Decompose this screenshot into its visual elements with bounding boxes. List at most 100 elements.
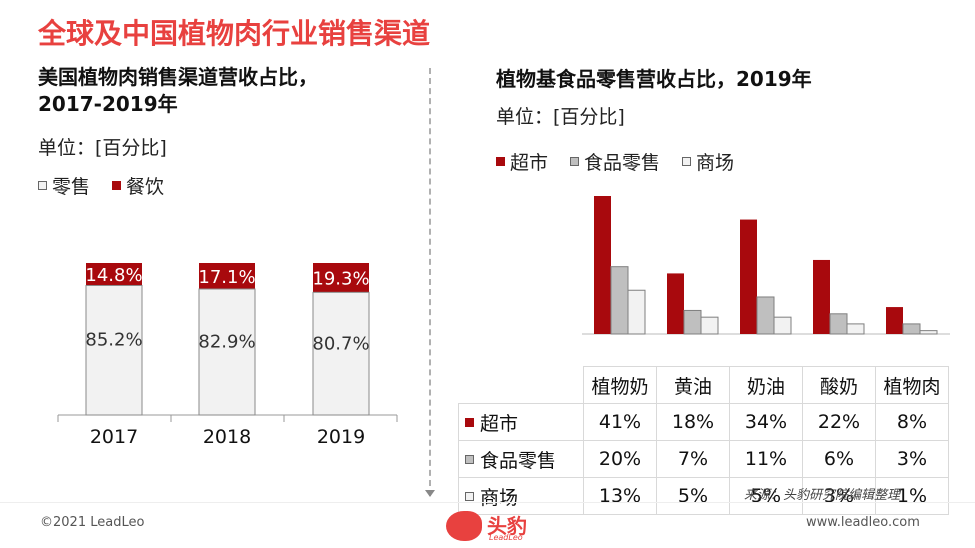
right-data-table: 植物奶 黄油 奶油 酸奶 植物肉 超市 41% 18% 34% 22% 8% 食…: [458, 366, 949, 515]
bar-supermarket: [594, 196, 611, 334]
table-cell: 22%: [802, 403, 876, 441]
data-label-retail: 85.2%: [85, 330, 142, 351]
bar-grocery: [683, 309, 702, 335]
table-header-cell: 酸奶: [802, 366, 876, 404]
row-swatch-supermarket: [465, 417, 474, 427]
left-chart-title-line1: 美国植物肉销售渠道营收占比，: [38, 65, 318, 89]
legend-label-food-service: 餐饮: [126, 176, 165, 198]
bar-retail: [312, 291, 370, 416]
copyright: ©2021 LeadLeo: [40, 515, 145, 530]
table-cell: 5%: [656, 477, 730, 515]
bar-food-service: [313, 263, 369, 293]
bar-mall: [846, 323, 865, 335]
bar-grocery: [829, 313, 848, 335]
data-label-food-service: 17.1%: [198, 267, 255, 288]
data-label-retail: 80.7%: [312, 334, 369, 355]
table-row: 商场 13% 5% 5% 3% 1%: [458, 477, 949, 515]
x-tick-label: 2017: [90, 426, 138, 448]
row-swatch-mall: [465, 491, 474, 501]
table-row: 食品零售 20% 7% 11% 6% 3%: [458, 440, 949, 478]
bar-food-service: [199, 263, 255, 289]
right-unit: 单位：[百分比]: [496, 106, 625, 128]
logo-subtext: LeadLeo: [489, 533, 523, 542]
legend-item-grocery: 食品零售: [570, 148, 660, 175]
legend-item-supermarket: 超市: [496, 148, 548, 175]
legend-label-grocery: 食品零售: [584, 152, 661, 174]
table-cell: 3%: [802, 477, 876, 515]
right-legend: 超市 食品零售 商场: [496, 148, 756, 175]
bar-grocery: [902, 323, 921, 335]
legend-label-mall: 商场: [696, 152, 735, 174]
right-grouped-bar-chart: [582, 196, 950, 335]
table-header-cell: 植物肉: [875, 366, 949, 404]
footer-divider: [0, 502, 975, 503]
table-header-cell: 植物奶: [583, 366, 657, 404]
bar-supermarket: [886, 307, 903, 334]
legend-label-supermarket: 超市: [510, 152, 549, 174]
row-label-supermarket: 超市: [480, 412, 519, 435]
bar-mall: [700, 316, 719, 335]
table-row-label: 商场: [458, 477, 584, 515]
table-cell: 5%: [729, 477, 803, 515]
legend-label-retail: 零售: [52, 176, 91, 198]
table-cell: 7%: [656, 440, 730, 478]
bar-mall: [627, 289, 646, 335]
table-cell: 6%: [802, 440, 876, 478]
left-stacked-bar-chart: 14.8% 85.2% 2017 17.1% 82.9% 2018 19.3% 80.7% 20…: [57, 263, 398, 448]
table-header-cell: 奶油: [729, 366, 803, 404]
legend-item-food-service: 餐饮: [112, 172, 164, 199]
bar-supermarket: [740, 219, 757, 334]
logo-text: 头豹: [487, 514, 527, 538]
bar-supermarket: [667, 273, 684, 334]
table-header-cell: 黄油: [656, 366, 730, 404]
website-link[interactable]: www.leadleo.com: [806, 515, 920, 530]
bar-retail: [198, 288, 256, 416]
table-cell: 41%: [583, 403, 657, 441]
row-swatch-grocery: [465, 454, 474, 464]
panel-divider: [429, 68, 431, 496]
table-cell: 34%: [729, 403, 803, 441]
left-legend: 零售 餐饮: [38, 172, 186, 199]
legend-swatch-food-service: [112, 181, 122, 190]
bar-food-service: [86, 263, 142, 286]
row-label-mall: 商场: [480, 486, 519, 509]
table-cell: 13%: [583, 477, 657, 515]
legend-swatch-supermarket: [496, 157, 505, 166]
page-title: 全球及中国植物肉行业销售渠道: [38, 17, 431, 50]
right-chart-title: 植物基食品零售营收占比，2019年: [496, 67, 812, 91]
table-header-row: 植物奶 黄油 奶油 酸奶 植物肉: [459, 366, 949, 404]
row-label-grocery: 食品零售: [480, 449, 557, 472]
bar-mall: [919, 330, 938, 335]
left-chart-title: 美国植物肉销售渠道营收占比， 2017-2019年: [38, 64, 318, 118]
table-row-label: 食品零售: [458, 440, 584, 478]
bar-grocery: [610, 266, 629, 335]
divider-arrow: [425, 490, 435, 497]
bar-grocery: [756, 296, 775, 335]
legend-swatch-retail: [38, 181, 47, 190]
bar-supermarket: [813, 259, 830, 334]
left-unit: 单位：[百分比]: [38, 137, 167, 159]
table-corner: [459, 367, 584, 404]
x-tick-label: 2019: [317, 426, 365, 448]
leopard-logo-icon: [446, 511, 482, 541]
table-cell: 20%: [583, 440, 657, 478]
data-label-food-service: 19.3%: [312, 269, 369, 290]
table-row: 超市 41% 18% 34% 22% 8%: [458, 403, 949, 441]
x-tick-label: 2018: [203, 426, 251, 448]
legend-swatch-grocery: [570, 157, 580, 166]
table-cell: 3%: [875, 440, 949, 478]
legend-item-retail: 零售: [38, 172, 90, 199]
legend-item-mall: 商场: [682, 148, 734, 175]
source-note: 来源：头豹研究院编辑整理: [744, 488, 901, 503]
table-cell: 1%: [875, 477, 949, 515]
table-cell: 18%: [656, 403, 730, 441]
data-label-retail: 82.9%: [198, 332, 255, 353]
data-label-food-service: 14.8%: [85, 265, 142, 286]
legend-swatch-mall: [682, 157, 692, 166]
left-chart-title-line2: 2017-2019年: [38, 92, 178, 116]
table-cell: 8%: [875, 403, 949, 441]
table-cell: 11%: [729, 440, 803, 478]
bar-retail: [85, 284, 143, 416]
bar-mall: [773, 316, 792, 335]
table-row-label: 超市: [458, 403, 584, 441]
